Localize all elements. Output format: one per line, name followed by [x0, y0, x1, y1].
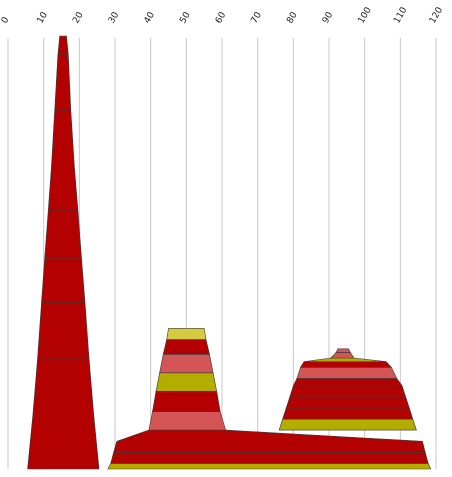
x-tick-labels: 0 10 20 30 40 50 60 70 80 90 100 110 120	[0, 5, 445, 25]
peak-3-band-1	[278, 418, 417, 431]
peak-1-band-8	[54, 54, 72, 111]
peak-3-band-2	[282, 407, 414, 420]
peak-1-band-9	[57, 35, 69, 55]
peak-3	[278, 348, 417, 431]
peak-2-band-1	[107, 463, 432, 470]
peak-2-band-9	[162, 339, 210, 355]
peak-3-band-7	[299, 361, 393, 368]
x-tick-label-0: 0	[0, 15, 12, 25]
x-tick-label-50: 50	[178, 10, 193, 25]
x-tick-label-90: 90	[321, 10, 336, 25]
peak-2-band-6	[152, 390, 221, 412]
peak-3-band-3	[285, 396, 410, 409]
x-tick-label-70: 70	[250, 10, 265, 25]
x-tick-label-60: 60	[214, 10, 229, 25]
peak-2-band-10	[166, 328, 207, 340]
peak-1-band-7	[51, 109, 75, 166]
peak-3-band-10	[335, 348, 351, 353]
peak-3-band-4	[289, 385, 407, 398]
peak-2-band-5	[148, 411, 227, 431]
peak-1-band-2	[32, 357, 94, 414]
peak-2-band-8	[159, 353, 214, 374]
peak-3-band-8	[303, 357, 387, 363]
plot-area	[27, 35, 432, 470]
x-tick-label-40: 40	[143, 10, 158, 25]
peak-1-band-3	[37, 302, 90, 359]
peak-2-band-7	[155, 372, 218, 392]
peak-1	[27, 35, 100, 470]
peak-3-band-6	[296, 366, 398, 379]
peak-2-band-3	[113, 440, 426, 453]
peak-1-band-1	[27, 413, 100, 470]
x-tick-label-100: 100	[357, 5, 374, 25]
peak-3-band-9	[330, 352, 355, 359]
peak-1-band-5	[44, 209, 82, 259]
x-tick-label-80: 80	[285, 10, 300, 25]
peak-2	[107, 328, 432, 470]
x-tick-label-120: 120	[428, 5, 445, 25]
x-tick-label-110: 110	[392, 5, 409, 25]
x-tick-label-30: 30	[107, 10, 122, 25]
x-tick-label-10: 10	[36, 10, 51, 25]
peak-2-band-4	[116, 429, 423, 442]
peak-1-band-4	[41, 257, 86, 303]
peak-1-band-6	[47, 165, 79, 211]
peak-3-band-5	[292, 378, 403, 387]
x-tick-label-20: 20	[71, 10, 86, 25]
peak-2-band-2	[110, 452, 429, 464]
